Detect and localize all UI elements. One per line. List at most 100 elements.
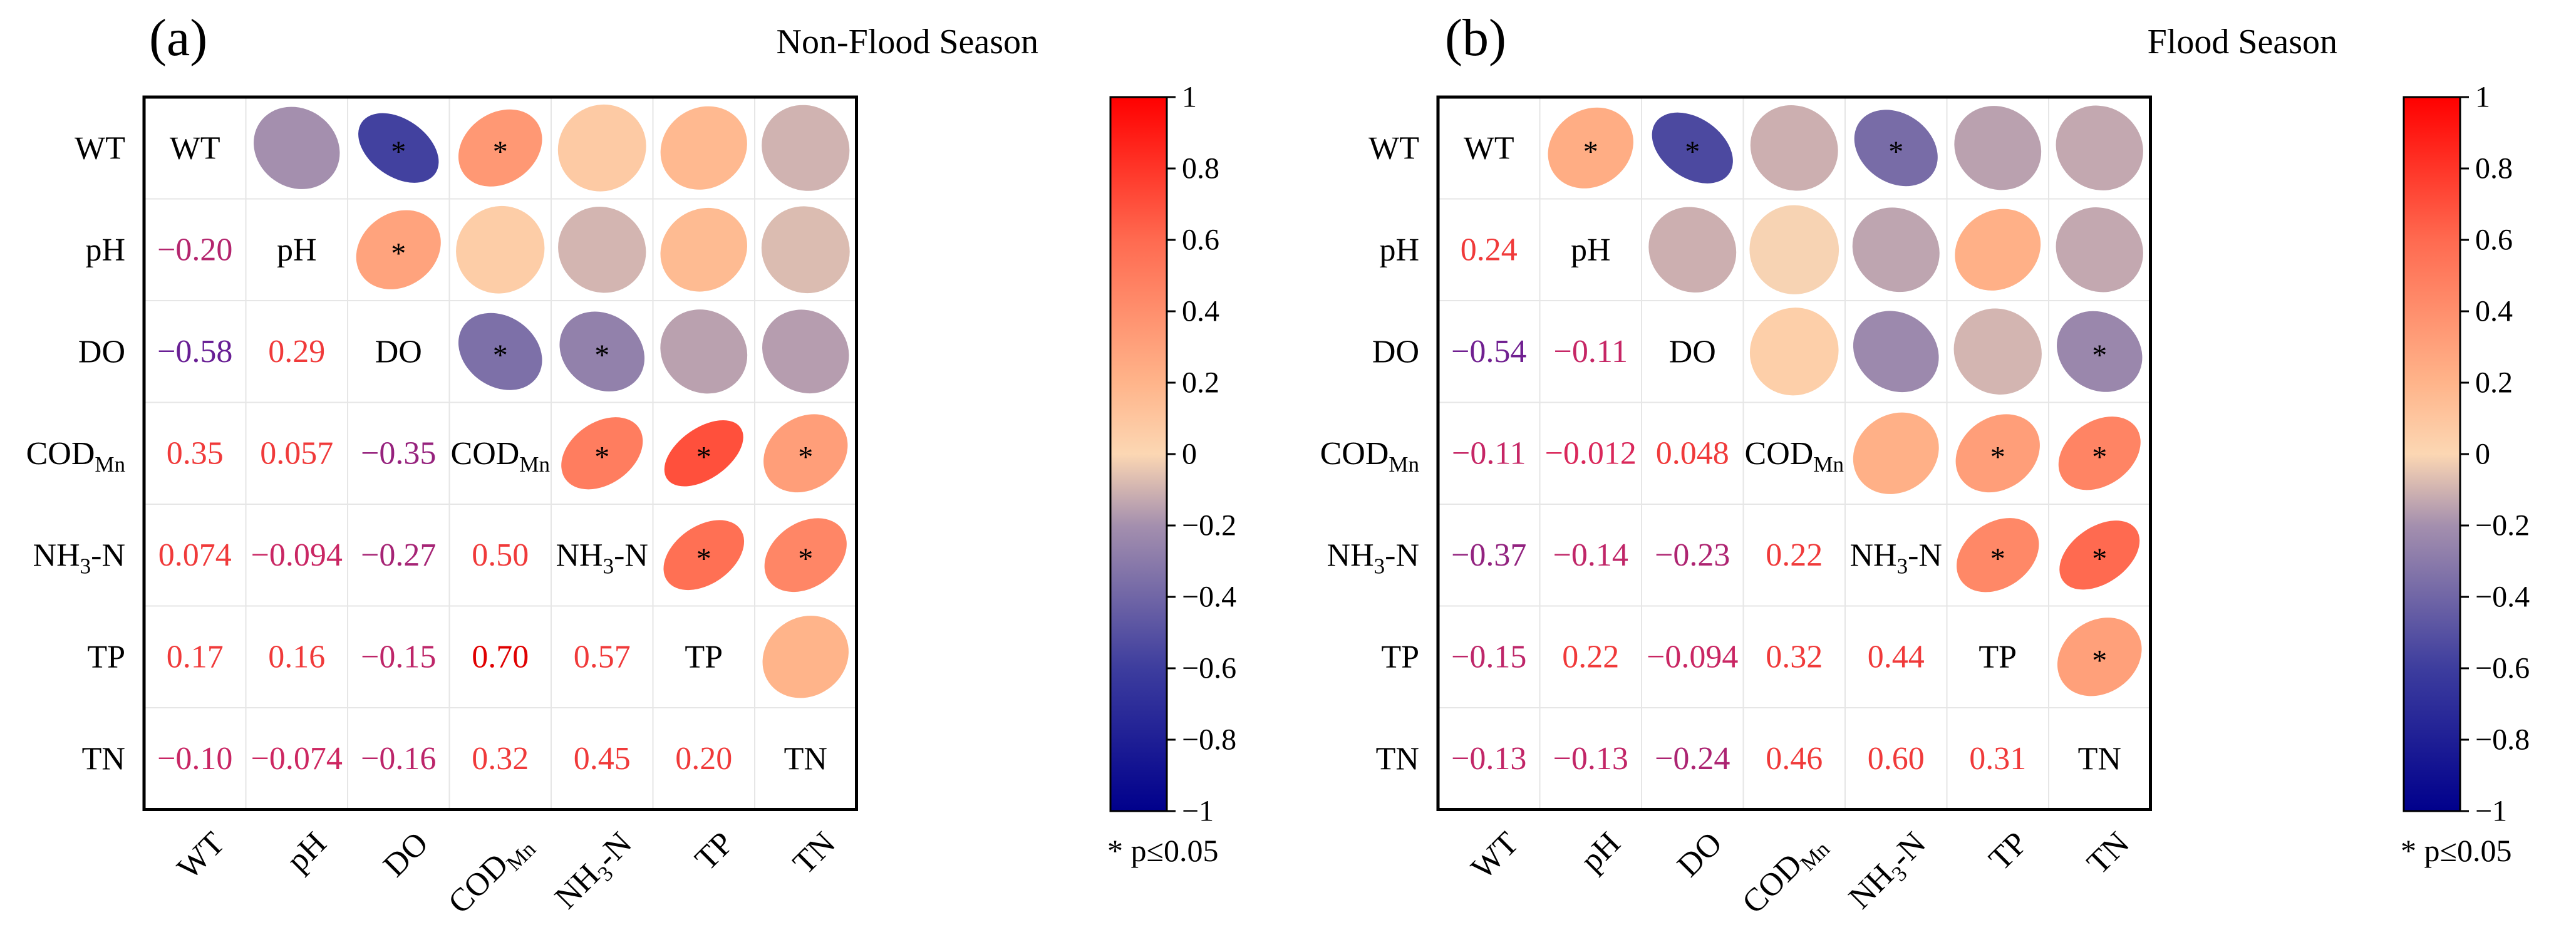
significance-marker: * (594, 440, 609, 473)
y-axis-label: CODMn (1320, 435, 1419, 476)
significance-note: * p≤0.05 (1107, 833, 1218, 868)
correlation-ellipse (2057, 311, 2143, 392)
colorbar (2403, 96, 2461, 812)
diagonal-label: pH (277, 232, 317, 267)
x-axis-label: DO (376, 825, 435, 883)
x-axis-label: CODMn (1735, 825, 1834, 924)
diagonal-label: TN (2078, 741, 2121, 777)
plot-frame (1436, 95, 2152, 811)
colorbar-tick-label: −1 (2475, 795, 2507, 828)
correlation-value: −0.23 (1655, 537, 1730, 573)
colorbar-tick-label: 0.8 (2475, 152, 2513, 185)
significance-marker: * (391, 237, 406, 270)
correlation-ellipse (1854, 110, 1938, 187)
correlation-ellipse (1853, 412, 1939, 494)
colorbar-tick-label: −0.2 (1182, 509, 1236, 542)
correlation-ellipse (1957, 518, 2039, 592)
correlation-value: 0.57 (574, 639, 631, 675)
correlation-value: 0.22 (1562, 639, 1619, 675)
significance-marker: * (1888, 135, 1903, 168)
diagonal-label: TP (1979, 639, 2017, 675)
correlation-value: −0.24 (1655, 741, 1730, 777)
correlation-ellipse (1749, 205, 1839, 294)
diagonal-label: WT (1464, 130, 1514, 166)
correlation-value: 0.16 (268, 639, 325, 675)
y-axis-label: pH (1379, 232, 1419, 267)
colorbar-tick-label: 1 (2475, 81, 2490, 114)
correlation-value: 0.24 (1461, 232, 1518, 267)
significance-marker: * (1990, 542, 2005, 576)
correlation-ellipse (2056, 207, 2143, 292)
significance-marker: * (1685, 135, 1700, 168)
colorbar-tick-label: 0.6 (2475, 224, 2513, 257)
correlation-value: 0.22 (1766, 537, 1823, 573)
correlation-ellipse (559, 311, 645, 391)
correlation-ellipse (561, 417, 643, 490)
correlation-ellipse (1852, 207, 1940, 292)
colorbar-tick-label: −0.6 (1182, 652, 1236, 685)
significance-marker: * (2092, 644, 2107, 677)
correlation-ellipse (1749, 308, 1839, 396)
y-axis-label: CODMn (26, 435, 125, 476)
correlation-value: −0.10 (157, 741, 232, 777)
panel-label: (a) (149, 9, 207, 67)
correlation-value: −0.15 (1451, 639, 1526, 675)
significance-marker: * (594, 339, 609, 372)
diagonal-label: TP (685, 639, 723, 675)
plot-frame (142, 95, 858, 811)
correlation-value: 0.60 (1868, 741, 1925, 777)
significance-marker: * (2092, 542, 2107, 576)
colorbar-tick-label: −0.6 (2475, 652, 2530, 685)
y-axis-label: NH3-N (33, 537, 125, 578)
correlation-ellipse (2056, 105, 2143, 190)
y-axis-label: pH (85, 232, 125, 267)
colorbar-tick-label: 0.6 (1182, 224, 1219, 257)
correlation-ellipse (660, 207, 747, 292)
correlation-value: 0.20 (675, 741, 732, 777)
correlation-ellipse (1750, 105, 1838, 191)
colorbar-tick-label: 0 (1182, 438, 1197, 471)
significance-marker: * (493, 135, 508, 168)
correlation-ellipse (557, 104, 646, 192)
significance-marker: * (391, 135, 406, 168)
correlation-ellipse (764, 518, 847, 592)
correlation-value: 0.17 (167, 639, 224, 675)
correlation-ellipse (762, 616, 849, 698)
diagonal-label: DO (375, 334, 422, 370)
correlation-ellipse (762, 309, 849, 394)
diagonal-label: DO (1669, 334, 1716, 370)
x-axis-label: pH (280, 825, 333, 878)
x-axis-label: NH3-N (1842, 825, 1936, 919)
correlation-value: −0.27 (361, 537, 436, 573)
y-axis-label: DO (1372, 334, 1419, 370)
correlation-ellipse (456, 205, 545, 294)
correlation-ellipse (762, 105, 850, 191)
correlation-value: 0.29 (268, 334, 325, 370)
diagonal-label: CODMn (451, 435, 550, 476)
x-axis-label: WT (170, 825, 231, 886)
panel-label: (b) (1445, 9, 1506, 67)
correlation-value: 0.46 (1766, 741, 1823, 777)
correlation-value: −0.58 (157, 334, 232, 370)
correlation-value: −0.13 (1553, 741, 1628, 777)
colorbar-tick-label: −1 (1182, 795, 1214, 828)
x-axis-label: pH (1574, 825, 1627, 878)
correlation-value: 0.44 (1868, 639, 1925, 675)
x-axis-label: CODMn (442, 825, 541, 924)
y-axis-label: TN (1376, 741, 1419, 777)
correlation-ellipse (1953, 308, 2042, 395)
correlation-ellipse (1648, 207, 1737, 293)
correlation-value: 0.35 (167, 435, 224, 471)
correlation-ellipse (1652, 112, 1733, 184)
correlation-value: 0.32 (1766, 639, 1823, 675)
colorbar-tick-label: 0.2 (2475, 366, 2513, 400)
correlation-ellipse (660, 309, 748, 394)
correlation-ellipse (458, 313, 542, 390)
diagonal-label: CODMn (1745, 435, 1844, 476)
correlation-ellipse (558, 207, 646, 293)
correlation-ellipse (663, 520, 745, 591)
diagonal-label: NH3-N (556, 537, 648, 578)
significance-marker: * (1583, 135, 1598, 168)
colorbar-tick-label: −0.4 (2475, 581, 2530, 614)
